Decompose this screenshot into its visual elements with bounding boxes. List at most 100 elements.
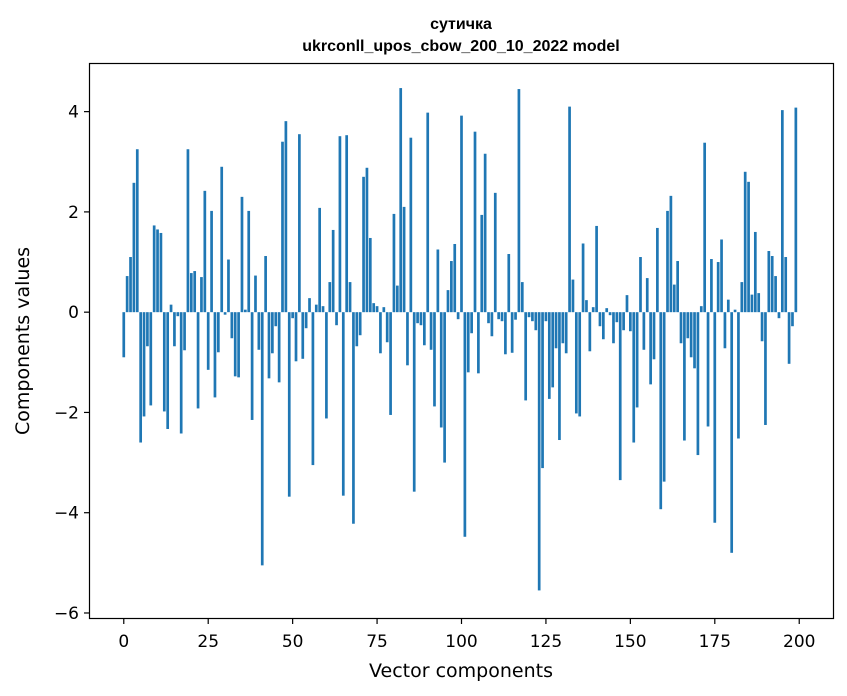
bar-134 (574, 312, 578, 414)
bar-139 (591, 307, 595, 313)
bar-52 (298, 134, 301, 313)
bar-32 (230, 312, 234, 339)
bar-117 (517, 89, 521, 313)
bar-85 (409, 137, 413, 313)
bar-196 (784, 257, 788, 313)
bar-174 (710, 259, 713, 313)
y-tick-label: 4 (68, 103, 79, 123)
bar-1 (125, 276, 129, 313)
bar-126 (547, 312, 551, 399)
bar-198 (791, 312, 794, 327)
bar-42 (264, 256, 267, 313)
x-tick-label: 175 (699, 632, 731, 652)
bar-102 (466, 312, 470, 373)
bar-138 (588, 312, 592, 352)
bar-168 (689, 312, 693, 358)
bar-43 (267, 312, 271, 379)
bar-12 (162, 312, 166, 412)
bar-0 (122, 312, 126, 358)
bar-106 (480, 214, 484, 313)
bar-98 (453, 243, 457, 313)
bar-64 (338, 136, 342, 313)
bar-76 (379, 312, 382, 354)
bar-17 (179, 312, 183, 434)
bar-40 (257, 312, 261, 350)
bar-9 (152, 225, 156, 313)
bar-154 (642, 312, 646, 350)
bar-123 (537, 312, 541, 591)
bar-39 (254, 275, 257, 313)
bar-46 (277, 312, 281, 383)
bar-114 (507, 254, 511, 313)
bar-41 (260, 312, 264, 566)
bar-71 (362, 176, 365, 313)
chart-title-line-2: ukrconll_upos_cbow_200_10_2022 model (302, 38, 619, 55)
bar-186 (750, 294, 754, 313)
bar-37 (247, 210, 251, 313)
y-axis-label: Components values (12, 247, 34, 435)
bar-137 (585, 300, 588, 313)
bar-44 (271, 312, 274, 354)
bar-191 (767, 251, 771, 313)
bar-135 (578, 312, 582, 417)
bar-115 (510, 312, 514, 353)
bar-136 (581, 243, 585, 313)
bar-29 (220, 166, 224, 313)
bar-33 (233, 312, 237, 377)
bar-97 (450, 261, 453, 313)
bar-6 (142, 312, 146, 417)
bar-194 (777, 312, 781, 319)
x-tick-label: 150 (614, 632, 646, 652)
bar-153 (639, 257, 642, 313)
bar-107 (483, 153, 487, 313)
bar-195 (780, 110, 784, 313)
bar-88 (419, 312, 423, 326)
bar-56 (311, 312, 315, 466)
bar-179 (726, 299, 730, 313)
bar-70 (358, 312, 362, 336)
bar-170 (696, 312, 700, 456)
bar-81 (395, 285, 399, 313)
bar-147 (618, 312, 622, 481)
bar-150 (629, 312, 632, 332)
bar-175 (713, 312, 717, 523)
bar-142 (601, 312, 605, 340)
bar-74 (372, 303, 376, 313)
bar-187 (753, 231, 757, 313)
bar-5 (139, 312, 143, 443)
bar-54 (304, 312, 308, 329)
bar-30 (223, 312, 227, 315)
bar-192 (770, 256, 774, 313)
bar-82 (399, 88, 403, 313)
bar-18 (183, 312, 186, 351)
bar-172 (703, 142, 707, 313)
bar-19 (186, 149, 190, 313)
bar-95 (443, 312, 446, 463)
bar-190 (764, 312, 767, 425)
bar-156 (649, 312, 652, 385)
bar-133 (571, 279, 575, 313)
bar-2 (129, 257, 132, 313)
bar-78 (385, 312, 389, 343)
bar-189 (760, 312, 764, 342)
bar-161 (666, 210, 669, 313)
bar-92 (433, 312, 436, 407)
bar-127 (551, 312, 555, 388)
bar-146 (615, 312, 619, 323)
bar-193 (774, 276, 777, 313)
bar-87 (416, 312, 419, 324)
bar-59 (321, 306, 325, 313)
bar-162 (669, 195, 673, 313)
bar-80 (392, 213, 396, 313)
bar-77 (382, 307, 386, 313)
x-tick-label: 200 (783, 632, 815, 652)
bar-61 (328, 282, 332, 313)
bar-65 (341, 312, 345, 496)
bar-111 (497, 312, 500, 320)
bar-36 (244, 309, 247, 313)
bar-79 (389, 312, 392, 415)
bar-158 (656, 227, 659, 313)
bar-132 (568, 106, 571, 313)
bar-90 (426, 112, 430, 313)
bar-197 (787, 312, 791, 364)
